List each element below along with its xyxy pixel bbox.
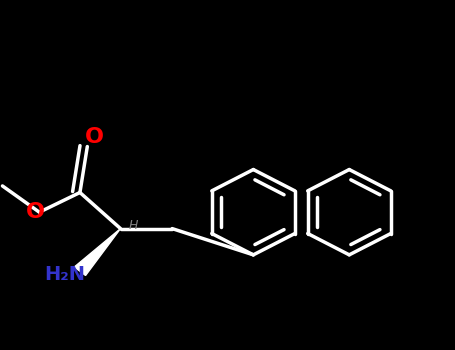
Text: O: O xyxy=(26,202,45,222)
Polygon shape xyxy=(74,229,121,275)
Text: O: O xyxy=(85,127,104,147)
Text: H₂N: H₂N xyxy=(45,265,86,284)
Text: H: H xyxy=(129,219,138,232)
